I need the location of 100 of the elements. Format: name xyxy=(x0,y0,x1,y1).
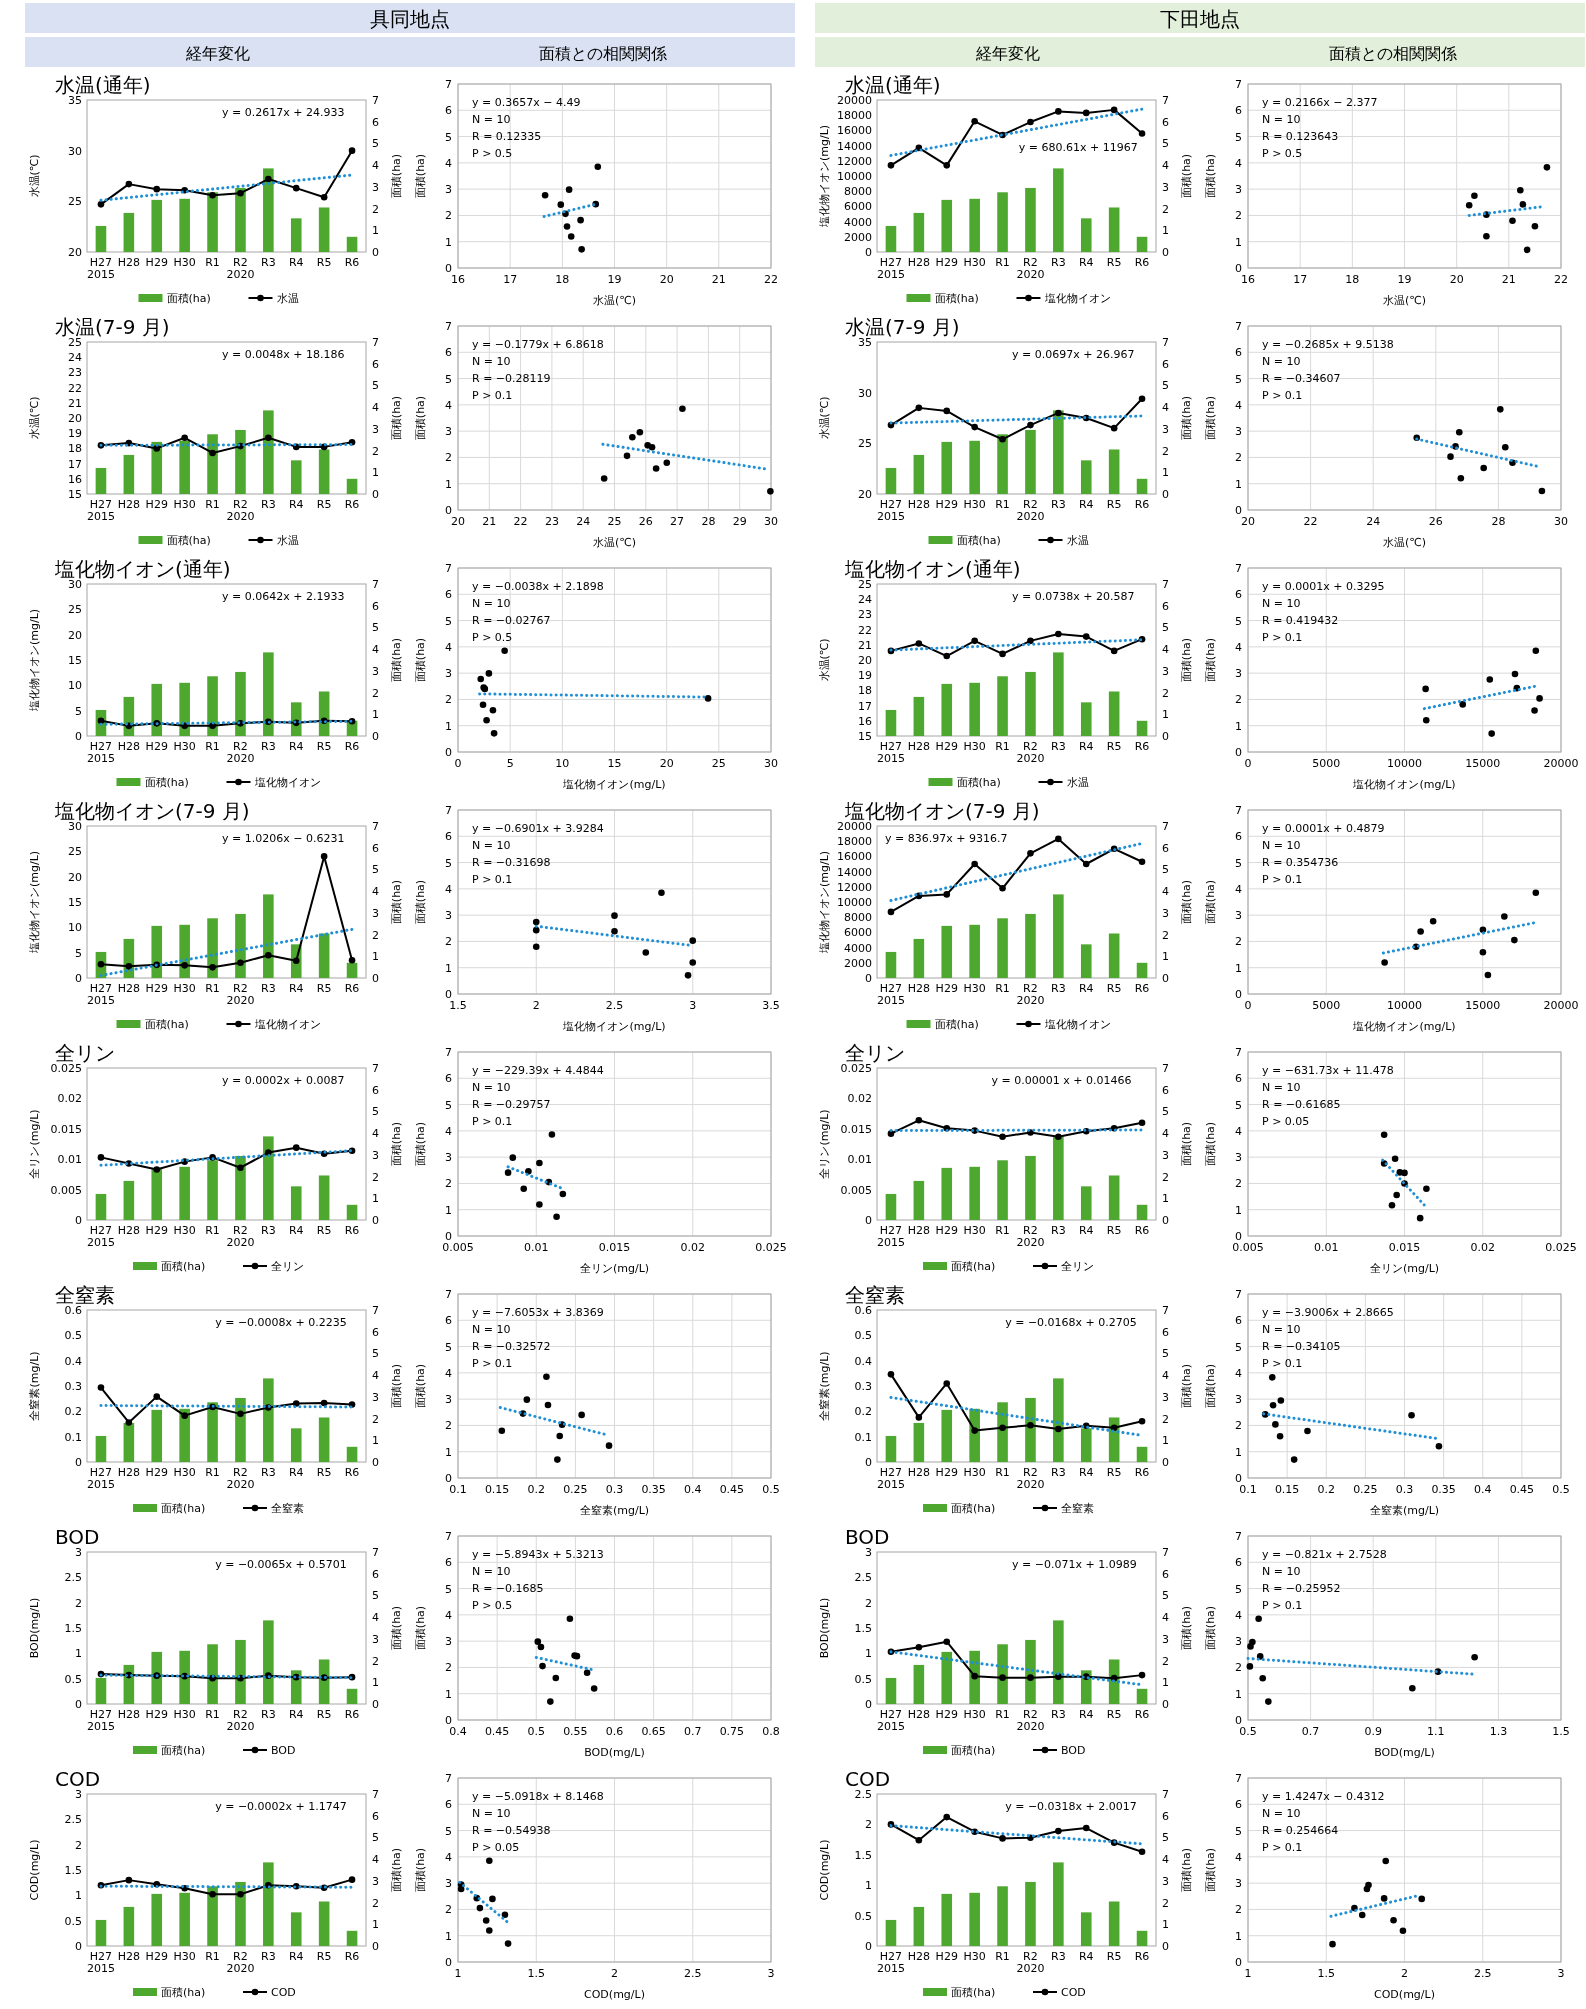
point xyxy=(532,926,540,934)
y-axis-title: 全窒素(mg/L) xyxy=(818,1351,831,1421)
x-tick-label: 0.55 xyxy=(563,1725,588,1738)
bar xyxy=(997,1160,1008,1220)
point xyxy=(265,951,272,959)
x-tick-label: R5 xyxy=(316,1708,332,1721)
x-tick-label: 21 xyxy=(482,515,497,528)
y-tick-label: 6 xyxy=(445,1072,452,1086)
annotation: y = −0.2685x + 9.5138 xyxy=(1262,338,1394,351)
point xyxy=(209,191,216,199)
y-tick-label: 15 xyxy=(68,488,82,501)
annotation: y = 1.4247x − 0.4312 xyxy=(1262,1790,1385,1803)
legend-label: COD xyxy=(271,1986,296,1999)
point xyxy=(237,189,244,197)
x-tick-label: 3.5 xyxy=(762,999,780,1012)
y-axis-title: 面積(ha) xyxy=(414,1847,427,1893)
y2-tick-label: 3 xyxy=(372,1632,379,1646)
bar xyxy=(123,454,135,494)
legend-label: 水温 xyxy=(1066,534,1089,547)
x-tick-label: R3 xyxy=(1051,256,1066,269)
x-tick-label: H30 xyxy=(963,1708,986,1721)
bar xyxy=(263,1136,274,1220)
y-tick-label: 0.5 xyxy=(854,1672,872,1686)
x-axis-title: 水温(℃) xyxy=(1383,536,1426,549)
y2-tick-label: 2 xyxy=(372,686,379,700)
bar xyxy=(1025,187,1036,252)
point xyxy=(1531,707,1538,714)
point xyxy=(663,459,671,466)
y-axis-title: 面積(ha) xyxy=(414,153,427,199)
legend-label: 面積(ha) xyxy=(161,1744,206,1757)
y-axis-title: 面積(ha) xyxy=(1204,1847,1217,1893)
bar xyxy=(207,918,218,978)
bar xyxy=(207,1644,218,1704)
bar xyxy=(1025,671,1036,736)
point xyxy=(1416,1214,1424,1222)
point xyxy=(1509,217,1516,224)
y-axis-title: BOD(mg/L) xyxy=(28,1597,41,1659)
point xyxy=(209,1891,216,1898)
y2-tick-label: 0 xyxy=(1162,1214,1169,1227)
bar xyxy=(1053,1862,1064,1946)
y2-axis-title: 面積(ha) xyxy=(1180,637,1193,683)
y-tick-label: 3 xyxy=(445,1151,452,1165)
y-axis-title: 面積(ha) xyxy=(414,1363,427,1409)
y-tick-label: 6 xyxy=(1235,1798,1242,1812)
bar xyxy=(885,225,897,252)
y-axis-title: 面積(ha) xyxy=(1204,153,1217,199)
y-tick-label: 1 xyxy=(445,719,452,733)
y2-tick-label: 4 xyxy=(372,1853,379,1867)
x-tick-label: 0.3 xyxy=(605,1483,624,1496)
point xyxy=(611,927,618,935)
y-tick-label: 35 xyxy=(858,336,872,349)
bar xyxy=(151,1409,163,1462)
x-tick-label: 5000 xyxy=(1312,757,1341,770)
annotation: N = 10 xyxy=(1262,839,1301,852)
point xyxy=(97,1154,105,1161)
y-tick-label: 6 xyxy=(445,1556,452,1570)
x-tick-label: 21 xyxy=(1501,273,1516,286)
y-tick-label: 5 xyxy=(445,1340,452,1354)
annotation: R = −0.29757 xyxy=(472,1098,551,1111)
y2-tick-label: 1 xyxy=(1162,1192,1169,1206)
bar xyxy=(1025,913,1036,978)
bar xyxy=(179,682,190,736)
x-tick-label: R2 2020 xyxy=(226,1224,255,1249)
x-tick-label: R6 xyxy=(1134,1466,1150,1479)
y2-tick-label: 1 xyxy=(372,708,379,722)
x-tick-label: H30 xyxy=(963,498,986,511)
x-tick-label: 27 xyxy=(670,515,685,528)
point xyxy=(498,1427,506,1434)
point xyxy=(767,488,774,495)
x-tick-label: H27 2015 xyxy=(86,1224,115,1249)
x-tick-label: R3 xyxy=(261,740,276,753)
y-tick-label: 30 xyxy=(858,386,872,400)
y-tick-label: 3 xyxy=(445,909,452,923)
legend-label: BOD xyxy=(271,1744,296,1757)
x-axis-title: COD(mg/L) xyxy=(584,1988,645,2001)
point xyxy=(1536,695,1543,702)
x-axis-title: 塩化物イオン(mg/L) xyxy=(562,1020,666,1033)
y-tick-label: 3 xyxy=(1235,1393,1242,1407)
x-tick-label: 0.45 xyxy=(1509,1483,1535,1496)
point xyxy=(1110,647,1118,655)
bar xyxy=(95,467,107,494)
point xyxy=(943,1813,951,1821)
bar xyxy=(1025,429,1036,494)
x-tick-label: 15000 xyxy=(1465,757,1501,770)
x-tick-label: 10000 xyxy=(1387,999,1422,1012)
bar xyxy=(263,410,274,494)
y-tick-label: 0.3 xyxy=(64,1380,82,1393)
point xyxy=(915,1116,923,1124)
y2-tick-label: 2 xyxy=(1162,928,1169,942)
x-tick-label: 0.25 xyxy=(1353,1483,1378,1496)
point xyxy=(648,443,656,451)
x-tick-label: 0.15 xyxy=(484,1483,510,1496)
y-tick-label: 20 xyxy=(68,870,82,884)
y-tick-label: 30 xyxy=(68,144,82,158)
bar xyxy=(235,187,246,252)
point xyxy=(1055,835,1062,843)
bar xyxy=(1108,449,1120,494)
y-tick-label: 10 xyxy=(68,679,82,693)
bar xyxy=(318,207,330,252)
y-tick-label: 4 xyxy=(1235,882,1242,896)
